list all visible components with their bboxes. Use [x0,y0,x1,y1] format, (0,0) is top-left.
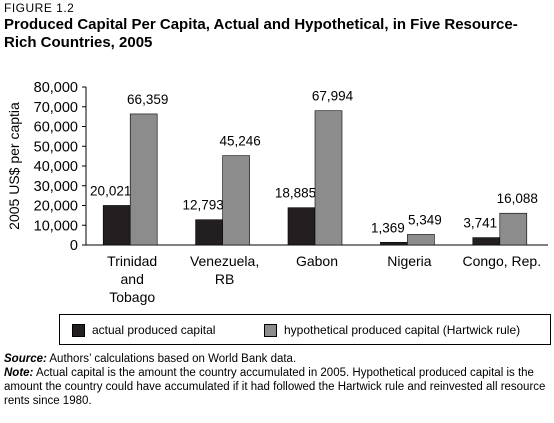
figure-number: FIGURE 1.2 [4,1,75,15]
data-label-actual: 18,885 [275,186,316,201]
y-tick-label: 0 [70,238,78,254]
x-tick-label: Tobago [109,289,155,305]
data-label-actual: 3,741 [463,216,497,231]
note-text: Actual capital is the amount the country… [4,367,546,407]
bar-actual [380,241,408,246]
data-label-hypothetical: 67,994 [312,89,354,104]
y-tick-label: 70,000 [34,100,78,116]
data-label-actual: 20,021 [90,183,131,198]
y-tick-label: 60,000 [34,120,78,136]
legend-swatch-hypothetical [264,323,277,337]
legend-item-actual: actual produced capital [72,323,215,337]
data-label-hypothetical: 66,359 [127,92,168,107]
note-label: Note: [4,367,34,379]
data-label-hypothetical: 16,088 [497,191,538,206]
y-tick-label: 50,000 [34,139,78,155]
legend-label-hypothetical: hypothetical produced capital (Hartwick … [284,323,521,337]
legend-label-actual: actual produced capital [92,323,216,337]
note-paragraph: Note: Actual capital is the amount the c… [4,366,550,408]
source-label: Source: [4,353,47,365]
x-tick-label: and [121,271,144,287]
data-label-hypothetical: 5,349 [408,212,442,227]
bar-hypothetical [222,155,250,246]
figure-title: Produced Capital Per Capita, Actual and … [4,16,518,51]
data-label-actual: 12,793 [182,198,223,213]
bar-chart: 0 10,000 20,000 30,000 40,000 50,000 60,000 70,… [6,80,548,305]
y-tick-label: 80,000 [34,80,78,96]
legend-swatch-actual [72,323,85,337]
x-tick-label: RB [215,271,234,287]
x-tick-label: Gabon [296,253,338,269]
y-tick-label: 40,000 [34,159,78,175]
y-tick-label: 30,000 [34,179,78,195]
x-tick-label: Venezuela, [190,253,259,269]
bar-hypothetical [129,113,158,246]
x-tick-label: Congo, Rep. [462,253,541,269]
bar-hypothetical [407,234,435,246]
data-label-hypothetical: 45,246 [219,134,260,149]
x-tick-label: Trinidad [107,253,157,269]
x-tick-label: Nigeria [387,253,432,269]
figure-notes: Source: Authors’ calculations based on W… [4,352,550,408]
bar-actual [195,219,223,246]
bar-actual [102,205,131,246]
y-tick-label: 20,000 [34,199,78,215]
legend-item-hypothetical: hypothetical produced capital (Hartwick … [264,323,520,337]
bar-hypothetical [499,212,528,246]
data-label-actual: 1,369 [371,220,405,235]
source-text: Authors’ calculations based on World Ban… [46,353,297,365]
y-tick-label: 10,000 [34,218,78,234]
bar-hypothetical [314,110,343,246]
chart-legend: actual produced capital hypothetical pro… [59,314,551,345]
source-note: Source: Authors’ calculations based on W… [4,352,550,366]
bar-actual [472,237,501,246]
y-axis-title: 2005 US$ per captia [6,102,22,230]
bar-actual [287,207,316,246]
